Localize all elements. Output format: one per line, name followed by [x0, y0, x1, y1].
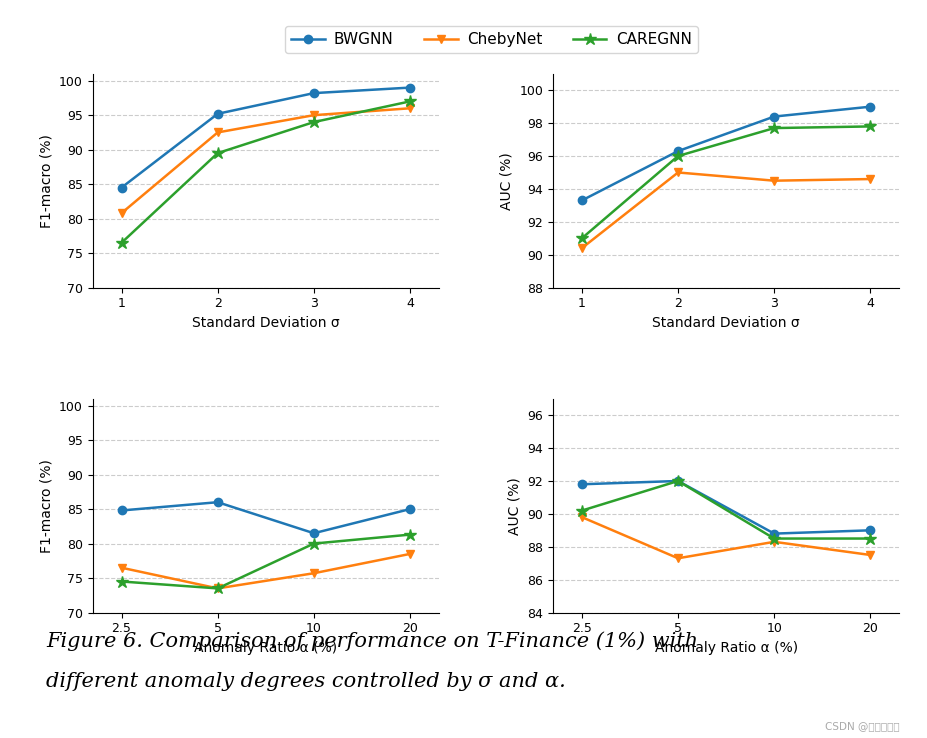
Line: CAREGNN: CAREGNN — [115, 528, 416, 595]
BWGNN — [672, 477, 683, 486]
Line: CAREGNN: CAREGNN — [115, 95, 416, 249]
ChebyNet — [309, 569, 320, 578]
BWGNN — [404, 83, 415, 92]
CAREGNN — [212, 584, 223, 593]
BWGNN — [865, 526, 876, 535]
CAREGNN — [865, 122, 876, 131]
CAREGNN — [116, 577, 127, 586]
BWGNN — [865, 103, 876, 111]
ChebyNet — [404, 550, 415, 559]
X-axis label: Standard Deviation σ: Standard Deviation σ — [653, 316, 800, 330]
BWGNN — [577, 196, 588, 205]
BWGNN — [309, 529, 320, 538]
CAREGNN — [768, 534, 780, 543]
Line: BWGNN: BWGNN — [578, 477, 874, 538]
Line: CAREGNN: CAREGNN — [576, 120, 877, 244]
ChebyNet — [116, 563, 127, 572]
BWGNN — [768, 529, 780, 538]
Line: ChebyNet: ChebyNet — [578, 513, 874, 562]
Line: ChebyNet: ChebyNet — [578, 168, 874, 252]
Y-axis label: F1-macro (%): F1-macro (%) — [40, 134, 54, 227]
Line: ChebyNet: ChebyNet — [118, 550, 414, 593]
Text: Figure 6. Comparison of performance on T-Finance (1%) with: Figure 6. Comparison of performance on T… — [46, 631, 698, 651]
CAREGNN — [404, 97, 415, 106]
ChebyNet — [116, 209, 127, 218]
ChebyNet — [672, 168, 683, 177]
Text: CSDN @踏雪亦无痕: CSDN @踏雪亦无痕 — [824, 720, 899, 731]
ChebyNet — [404, 104, 415, 113]
ChebyNet — [865, 551, 876, 559]
BWGNN — [116, 183, 127, 192]
CAREGNN — [404, 530, 415, 539]
CAREGNN — [865, 534, 876, 543]
BWGNN — [212, 497, 223, 506]
X-axis label: Anomaly Ratio α (%): Anomaly Ratio α (%) — [654, 641, 798, 655]
ChebyNet — [768, 176, 780, 185]
ChebyNet — [309, 111, 320, 120]
BWGNN — [116, 506, 127, 515]
Line: CAREGNN: CAREGNN — [576, 475, 877, 545]
X-axis label: Anomaly Ratio α (%): Anomaly Ratio α (%) — [194, 641, 337, 655]
CAREGNN — [768, 124, 780, 133]
BWGNN — [212, 109, 223, 118]
Line: BWGNN: BWGNN — [118, 83, 414, 192]
ChebyNet — [577, 244, 588, 252]
BWGNN — [768, 112, 780, 121]
X-axis label: Standard Deviation σ: Standard Deviation σ — [192, 316, 339, 330]
CAREGNN — [309, 117, 320, 126]
Y-axis label: AUC (%): AUC (%) — [500, 152, 514, 210]
Legend: BWGNN, ChebyNet, CAREGNN: BWGNN, ChebyNet, CAREGNN — [285, 26, 698, 53]
BWGNN — [672, 147, 683, 156]
Line: ChebyNet: ChebyNet — [118, 104, 414, 217]
CAREGNN — [577, 506, 588, 515]
ChebyNet — [768, 537, 780, 546]
CAREGNN — [672, 477, 683, 486]
CAREGNN — [577, 234, 588, 243]
ChebyNet — [212, 584, 223, 593]
Line: BWGNN: BWGNN — [118, 498, 414, 537]
ChebyNet — [577, 513, 588, 522]
ChebyNet — [865, 175, 876, 184]
CAREGNN — [309, 539, 320, 548]
CAREGNN — [672, 151, 683, 160]
Y-axis label: F1-macro (%): F1-macro (%) — [40, 459, 54, 553]
ChebyNet — [212, 128, 223, 137]
Y-axis label: AUC (%): AUC (%) — [508, 477, 522, 534]
BWGNN — [404, 505, 415, 514]
BWGNN — [577, 480, 588, 489]
Text: different anomaly degrees controlled by σ and α.: different anomaly degrees controlled by … — [46, 672, 566, 691]
CAREGNN — [116, 238, 127, 247]
Line: BWGNN: BWGNN — [578, 103, 874, 204]
CAREGNN — [212, 148, 223, 157]
BWGNN — [309, 89, 320, 97]
ChebyNet — [672, 554, 683, 562]
